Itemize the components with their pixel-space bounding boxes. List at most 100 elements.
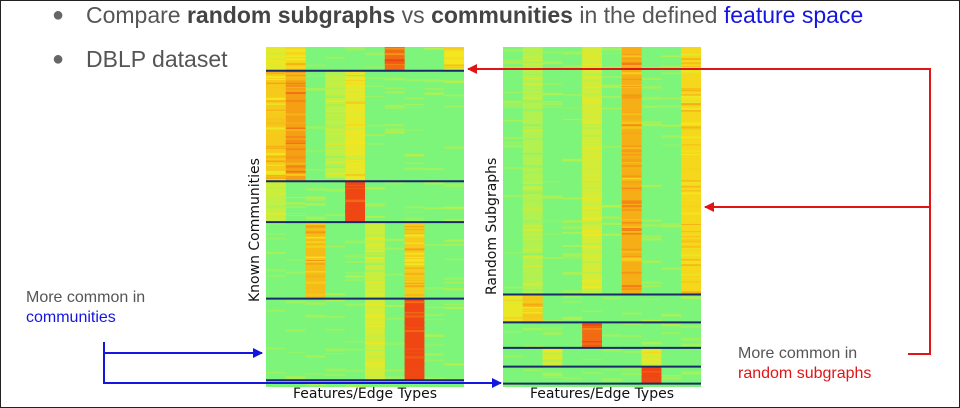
random-subgraphs-texture-stripe — [641, 260, 662, 263]
known-communities-texture-stripe — [384, 104, 405, 108]
bullet-dot: ● — [52, 4, 65, 26]
blue-arrow-to-random — [103, 353, 502, 388]
random-subgraphs-texture-stripe — [641, 77, 662, 81]
random-subgraphs-texture-stripe — [503, 105, 523, 109]
known-communities-texture-stripe — [424, 207, 445, 210]
random-subgraphs-texture-stripe — [602, 378, 622, 382]
known-communities-texture-stripe — [444, 80, 464, 84]
known-communities-texture-stripe — [305, 383, 326, 387]
known-communities-texture-stripe — [384, 386, 405, 387]
known-communities-hot-cell-11 — [404, 222, 425, 299]
random-subgraphs-texture-stripe — [522, 369, 543, 372]
random-subgraphs-texture-stripe — [681, 343, 701, 347]
known-communities-texture-stripe — [365, 85, 385, 87]
bullet-0-part-1: random subgraphs — [186, 2, 396, 28]
random-subgraphs-texture-stripe — [602, 233, 622, 236]
known-communities-texture-stripe — [345, 48, 365, 51]
random-subgraphs-texture-stripe — [641, 66, 662, 68]
known-communities-texture-stripe — [404, 103, 425, 106]
bullet-compare-text: Compare random subgraphs vs communities … — [86, 2, 863, 28]
random-subgraphs-texture-stripe — [602, 95, 622, 99]
left-xlabel: Features/Edge Types — [292, 386, 438, 402]
known-communities-texture-stripe — [424, 79, 445, 82]
random-subgraphs-texture-stripe — [602, 216, 622, 219]
random-subgraphs-texture-stripe — [661, 332, 682, 334]
known-communities-hot-cell-14 — [365, 298, 385, 381]
random-subgraphs-texture-stripe — [503, 66, 523, 70]
known-communities-texture-stripe — [365, 52, 385, 56]
known-communities-texture-stripe — [424, 306, 445, 309]
random-subgraphs-texture-stripe — [562, 271, 583, 275]
known-communities-texture-stripe — [424, 360, 445, 362]
known-communities-texture-stripe — [285, 351, 306, 354]
random-subgraphs-texture-stripe — [602, 222, 622, 225]
known-communities-hot-cell-9 — [345, 181, 365, 223]
known-communities-texture-stripe — [424, 168, 445, 170]
known-communities-texture-stripe — [285, 376, 306, 380]
random-subgraphs-texture-stripe — [503, 91, 523, 94]
known-communities-texture-stripe — [345, 369, 365, 372]
random-subgraphs-texture-stripe — [641, 281, 662, 285]
known-communities-texture-stripe — [305, 302, 326, 305]
known-communities-texture-stripe — [424, 243, 445, 247]
known-communities-texture-stripe — [444, 277, 464, 280]
random-subgraphs-texture-stripe — [621, 323, 642, 326]
known-communities-texture-stripe — [325, 56, 346, 59]
random-subgraphs-texture-stripe — [641, 123, 662, 126]
random-subgraphs-texture-stripe — [661, 105, 682, 108]
random-subgraphs-texture-stripe — [641, 121, 662, 124]
known-communities-texture-stripe — [266, 252, 286, 254]
random-subgraphs-hot-cell-8 — [542, 347, 563, 367]
known-communities-hot-cell-4 — [266, 70, 286, 182]
random-subgraphs-texture-stripe — [661, 135, 682, 138]
random-subgraphs-texture-stripe — [602, 76, 622, 78]
right-xlabel: Features/Edge Types — [529, 386, 675, 402]
known-communities-texture-stripe — [305, 126, 326, 129]
known-communities-texture-stripe — [325, 329, 346, 331]
known-communities-texture-stripe — [345, 349, 365, 351]
known-communities-texture-stripe — [365, 133, 385, 137]
random-subgraphs-texture-stripe — [661, 144, 682, 146]
known-communities-texture-stripe — [444, 240, 464, 243]
note-communities: More common in communities — [26, 288, 145, 328]
known-communities-texture-stripe — [444, 206, 464, 209]
random-subgraphs-texture-stripe — [641, 238, 662, 241]
known-communities-texture-stripe — [325, 293, 346, 296]
known-communities-texture-stripe — [345, 278, 365, 282]
random-subgraphs-texture-stripe — [562, 295, 583, 298]
random-subgraphs-texture-stripe — [602, 334, 622, 337]
random-subgraphs-texture-stripe — [542, 195, 563, 199]
random-subgraphs-texture-stripe — [661, 314, 682, 317]
known-communities-texture-stripe — [424, 334, 445, 337]
random-subgraphs-texture-stripe — [503, 141, 523, 144]
random-subgraphs-texture-stripe — [661, 374, 682, 377]
random-subgraphs-texture-stripe — [661, 55, 682, 57]
known-communities-texture-stripe — [404, 129, 425, 131]
random-subgraphs-texture-stripe — [641, 97, 662, 100]
known-communities-texture-stripe — [325, 315, 346, 319]
random-subgraphs-texture-stripe — [562, 159, 583, 162]
known-communities-texture-stripe — [384, 124, 405, 127]
random-subgraphs-texture-stripe — [542, 105, 563, 108]
known-communities-texture-stripe — [285, 259, 306, 261]
known-communities-texture-stripe — [424, 344, 445, 346]
known-communities-texture-stripe — [444, 304, 464, 306]
random-subgraphs-texture-stripe — [681, 371, 701, 375]
known-communities-texture-stripe — [345, 240, 365, 244]
known-communities-texture-stripe — [424, 87, 445, 90]
known-communities-texture-stripe — [325, 246, 346, 248]
random-subgraphs-texture-stripe — [602, 146, 622, 148]
bullet-compare: ● Compare random subgraphs vs communities… — [52, 2, 863, 29]
random-subgraphs-texture-stripe — [503, 119, 523, 122]
random-subgraphs-texture-stripe — [661, 223, 682, 226]
random-subgraphs-texture-stripe — [542, 220, 563, 222]
known-communities-texture-stripe — [384, 273, 405, 276]
known-communities-texture-stripe — [365, 187, 385, 190]
random-subgraphs-texture-stripe — [681, 296, 701, 299]
known-communities-texture-stripe — [325, 188, 346, 192]
random-subgraphs-texture-stripe — [503, 251, 523, 254]
random-subgraphs-texture-stripe — [641, 224, 662, 227]
random-subgraphs-texture-stripe — [602, 297, 622, 300]
random-subgraphs-texture-stripe — [661, 98, 682, 99]
random-subgraphs-texture-stripe — [542, 61, 563, 65]
